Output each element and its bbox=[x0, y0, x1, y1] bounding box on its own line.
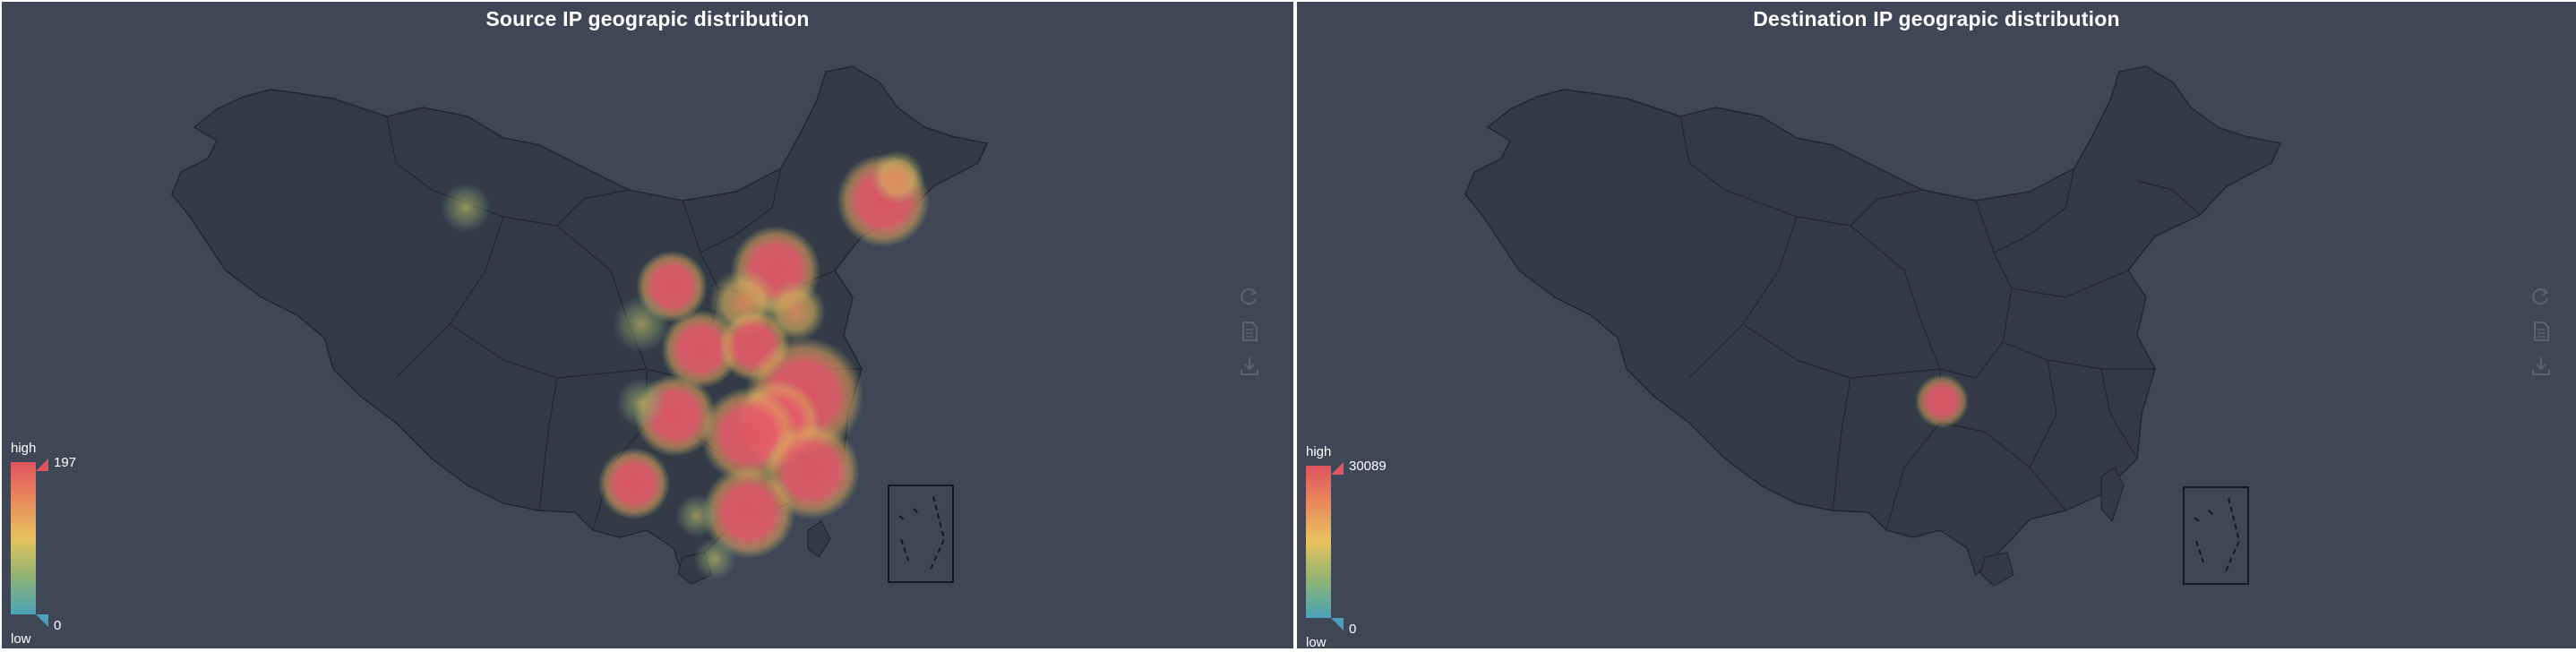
legend-min-value: 0 bbox=[54, 618, 62, 633]
legend-low-label: low bbox=[11, 631, 31, 647]
source-heatmap-layer bbox=[441, 150, 930, 580]
destination-china-map[interactable] bbox=[1297, 2, 2576, 648]
heat-point bbox=[693, 537, 736, 580]
destination-map-title: Destination IP geograpic distribution bbox=[1753, 7, 2120, 30]
heat-point bbox=[871, 150, 924, 204]
restore-icon[interactable] bbox=[2529, 285, 2553, 308]
china-land-shape bbox=[171, 65, 989, 585]
destination-heatmap-layer bbox=[1915, 374, 1969, 428]
heat-point bbox=[702, 466, 795, 559]
heat-point bbox=[1915, 374, 1969, 428]
save-image-icon[interactable] bbox=[2529, 355, 2553, 378]
heat-point bbox=[441, 183, 491, 233]
destination-toolbox bbox=[2529, 285, 2553, 390]
heat-point bbox=[598, 448, 670, 519]
south-china-sea-inset bbox=[888, 485, 954, 583]
legend-min-handle[interactable] bbox=[36, 614, 48, 627]
legend-low-label: low bbox=[1306, 635, 1327, 650]
south-china-sea-inset bbox=[2183, 486, 2249, 585]
legend-max-value: 30089 bbox=[1349, 459, 1387, 474]
legend-max-handle[interactable] bbox=[36, 459, 48, 471]
legend-min-value: 0 bbox=[1349, 622, 1357, 637]
heat-point bbox=[613, 296, 670, 353]
source-ip-map-panel: Source IP geograpic distribution bbox=[0, 0, 1295, 650]
legend-max-handle[interactable] bbox=[1331, 462, 1344, 475]
legend-high-label: high bbox=[11, 441, 37, 456]
data-view-icon[interactable] bbox=[1238, 320, 1261, 343]
destination-ip-map-panel: Destination IP geograpic distribution bbox=[1297, 0, 2576, 650]
save-image-icon[interactable] bbox=[1238, 355, 1261, 378]
destination-visual-map-legend: high 30089 0 low bbox=[1306, 444, 1413, 650]
legend-min-handle[interactable] bbox=[1331, 618, 1344, 631]
legend-max-value: 197 bbox=[54, 455, 77, 470]
source-china-map[interactable] bbox=[2, 2, 1293, 648]
legend-color-bar bbox=[11, 462, 36, 614]
china-land-shape bbox=[1464, 65, 2282, 587]
legend-high-label: high bbox=[1306, 444, 1332, 459]
heat-point bbox=[616, 378, 666, 428]
heat-point bbox=[661, 310, 740, 389]
source-map-title: Source IP geograpic distribution bbox=[485, 7, 810, 30]
data-view-icon[interactable] bbox=[2529, 320, 2553, 343]
source-toolbox bbox=[1238, 285, 1261, 390]
source-visual-map-legend: high 197 0 low bbox=[11, 441, 118, 647]
heat-point bbox=[675, 494, 718, 537]
restore-icon[interactable] bbox=[1238, 285, 1261, 308]
legend-color-bar bbox=[1306, 466, 1331, 618]
